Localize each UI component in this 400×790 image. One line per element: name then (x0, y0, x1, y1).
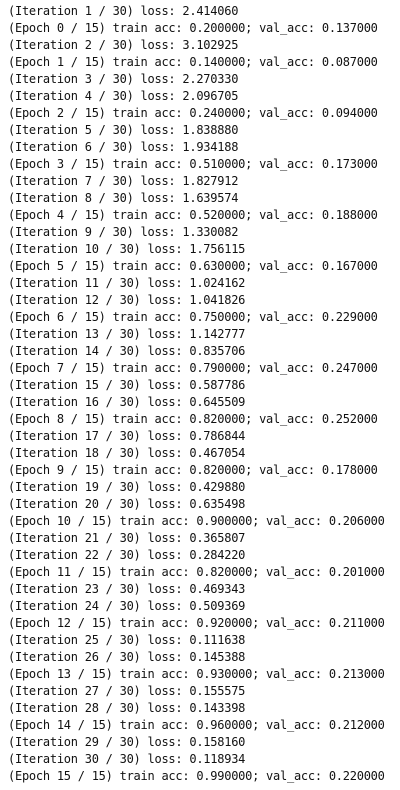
log-line: (Iteration 29 / 30) loss: 0.158160 (8, 735, 246, 749)
log-line: (Epoch 9 / 15) train acc: 0.820000; val_… (8, 463, 378, 477)
log-line: (Iteration 18 / 30) loss: 0.467054 (8, 446, 246, 460)
log-line: (Iteration 5 / 30) loss: 1.838880 (8, 123, 239, 137)
log-line: (Iteration 12 / 30) loss: 1.041826 (8, 293, 246, 307)
log-line: (Iteration 13 / 30) loss: 1.142777 (8, 327, 246, 341)
log-line: (Epoch 4 / 15) train acc: 0.520000; val_… (8, 208, 378, 222)
log-line: (Epoch 15 / 15) train acc: 0.990000; val… (8, 769, 385, 783)
log-line: (Iteration 22 / 30) loss: 0.284220 (8, 548, 246, 562)
log-line: (Iteration 20 / 30) loss: 0.635498 (8, 497, 246, 511)
log-line: (Iteration 30 / 30) loss: 0.118934 (8, 752, 246, 766)
log-line: (Epoch 1 / 15) train acc: 0.140000; val_… (8, 55, 378, 69)
log-line: (Iteration 1 / 30) loss: 2.414060 (8, 4, 239, 18)
log-line: (Epoch 14 / 15) train acc: 0.960000; val… (8, 718, 385, 732)
log-line: (Epoch 6 / 15) train acc: 0.750000; val_… (8, 310, 378, 324)
log-line: (Epoch 12 / 15) train acc: 0.920000; val… (8, 616, 385, 630)
log-line: (Epoch 13 / 15) train acc: 0.930000; val… (8, 667, 385, 681)
log-line: (Epoch 8 / 15) train acc: 0.820000; val_… (8, 412, 378, 426)
log-line: (Iteration 8 / 30) loss: 1.639574 (8, 191, 239, 205)
log-line: (Iteration 15 / 30) loss: 0.587786 (8, 378, 246, 392)
log-line: (Iteration 25 / 30) loss: 0.111638 (8, 633, 246, 647)
log-line: (Epoch 10 / 15) train acc: 0.900000; val… (8, 514, 385, 528)
log-line: (Epoch 11 / 15) train acc: 0.820000; val… (8, 565, 385, 579)
log-line: (Iteration 17 / 30) loss: 0.786844 (8, 429, 246, 443)
log-line: (Iteration 21 / 30) loss: 0.365807 (8, 531, 246, 545)
log-line: (Iteration 24 / 30) loss: 0.509369 (8, 599, 246, 613)
log-line: (Iteration 16 / 30) loss: 0.645509 (8, 395, 246, 409)
log-line: (Iteration 14 / 30) loss: 0.835706 (8, 344, 246, 358)
log-line: (Iteration 3 / 30) loss: 2.270330 (8, 72, 239, 86)
log-line: (Epoch 0 / 15) train acc: 0.200000; val_… (8, 21, 378, 35)
log-line: (Iteration 19 / 30) loss: 0.429880 (8, 480, 246, 494)
log-line: (Epoch 3 / 15) train acc: 0.510000; val_… (8, 157, 378, 171)
log-line: (Iteration 4 / 30) loss: 2.096705 (8, 89, 239, 103)
log-line: (Iteration 23 / 30) loss: 0.469343 (8, 582, 246, 596)
log-line: (Iteration 26 / 30) loss: 0.145388 (8, 650, 246, 664)
log-line: (Iteration 2 / 30) loss: 3.102925 (8, 38, 239, 52)
log-line: (Iteration 28 / 30) loss: 0.143398 (8, 701, 246, 715)
log-line: (Epoch 2 / 15) train acc: 0.240000; val_… (8, 106, 378, 120)
log-line: (Epoch 5 / 15) train acc: 0.630000; val_… (8, 259, 378, 273)
log-line: (Epoch 7 / 15) train acc: 0.790000; val_… (8, 361, 378, 375)
log-line: (Iteration 10 / 30) loss: 1.756115 (8, 242, 246, 256)
log-line: (Iteration 9 / 30) loss: 1.330082 (8, 225, 239, 239)
log-line: (Iteration 7 / 30) loss: 1.827912 (8, 174, 239, 188)
log-line: (Iteration 6 / 30) loss: 1.934188 (8, 140, 239, 154)
log-line: (Iteration 11 / 30) loss: 1.024162 (8, 276, 246, 290)
log-line: (Iteration 27 / 30) loss: 0.155575 (8, 684, 246, 698)
